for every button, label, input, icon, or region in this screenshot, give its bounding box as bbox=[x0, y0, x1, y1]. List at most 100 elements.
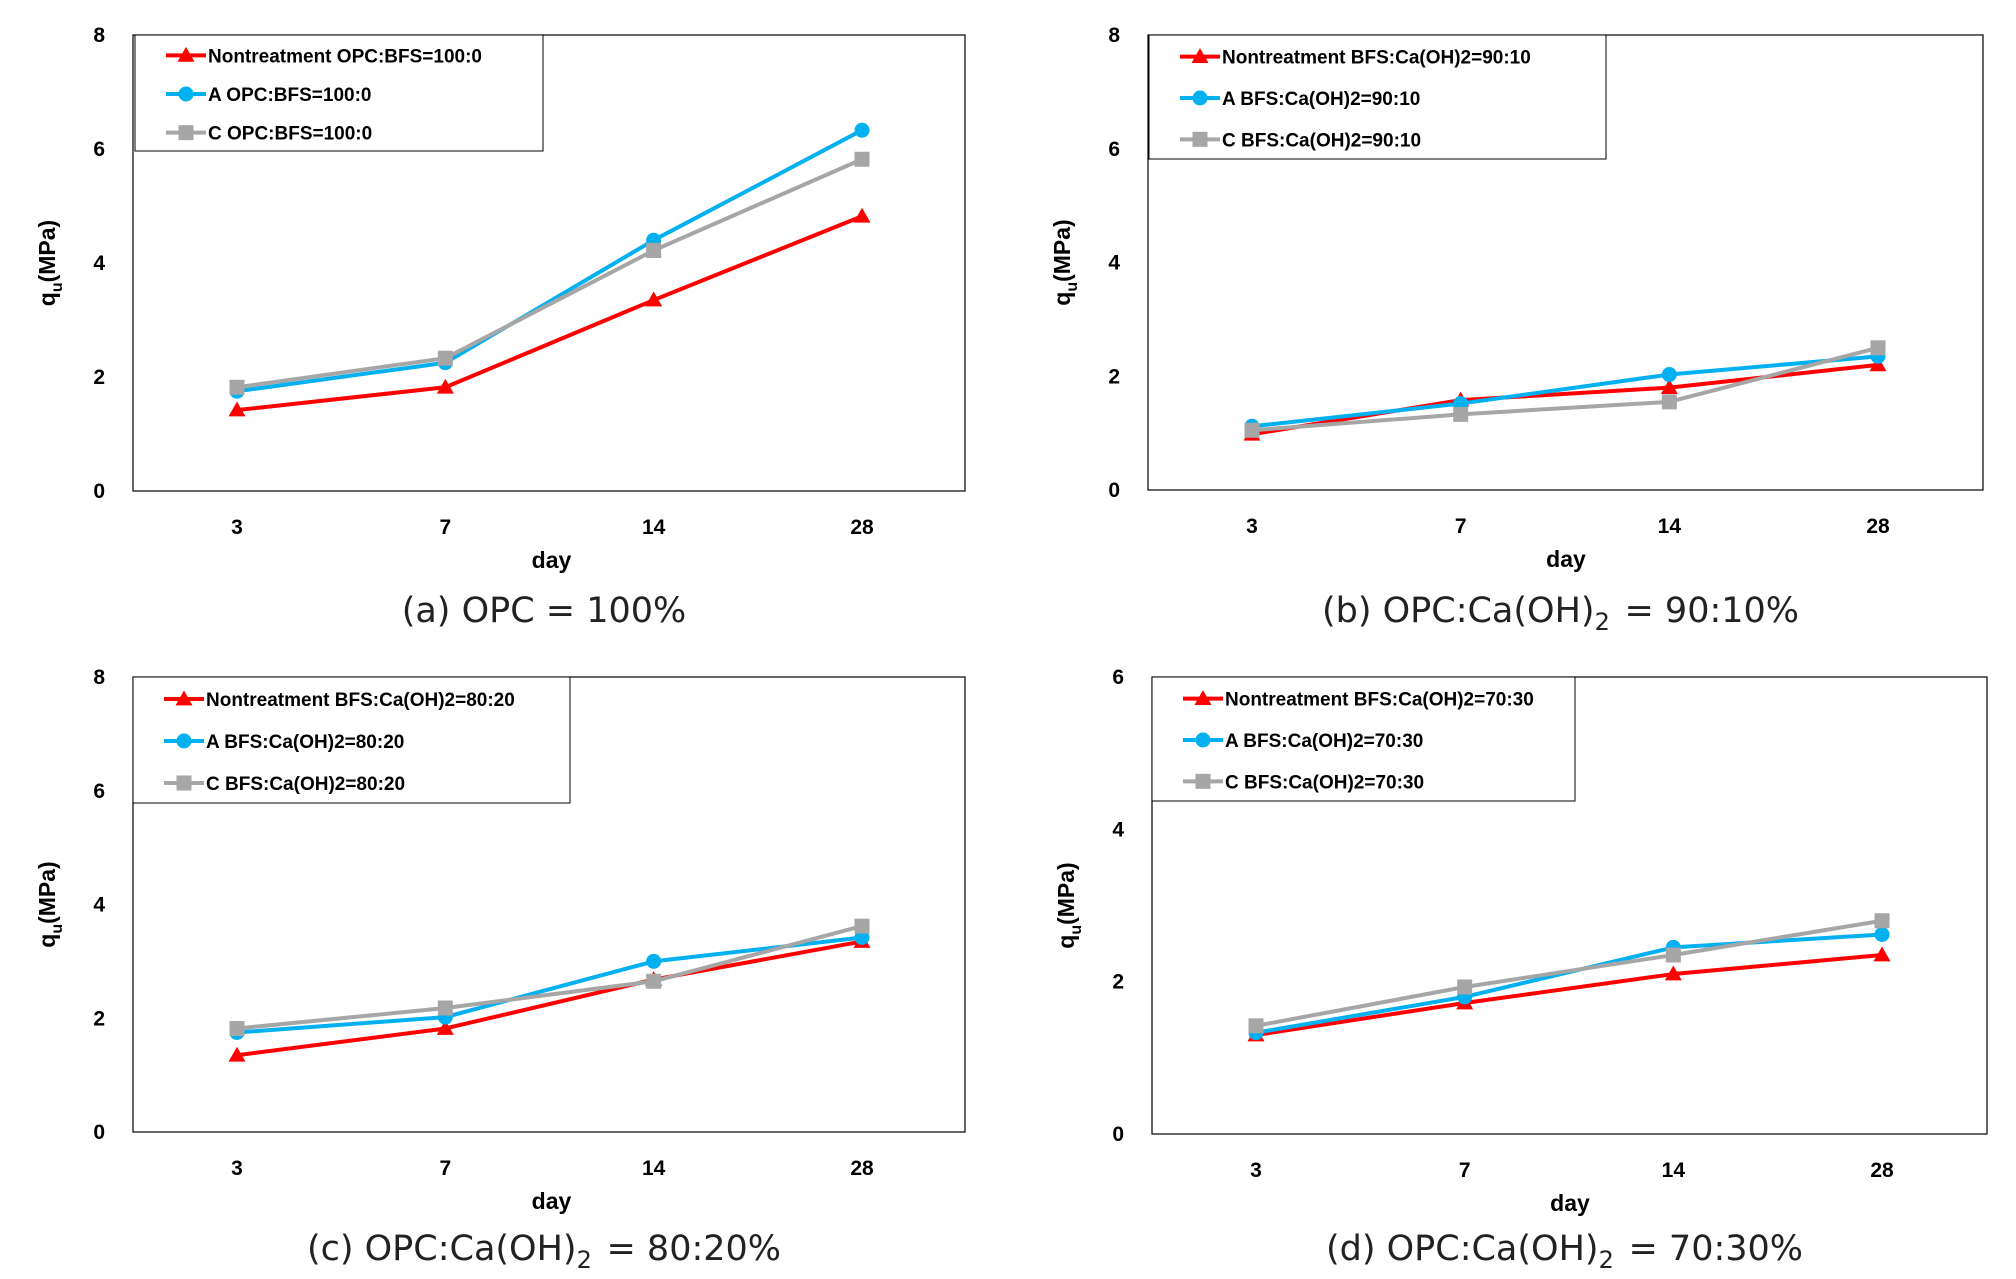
x-tick-label: 7 bbox=[1459, 1159, 1471, 1182]
series-c bbox=[229, 918, 870, 1036]
chart-panel-b: 0 2 4 6 8 3 7 14 28 day qu(MPa) Nontreatment BFS:Ca… bbox=[1049, 24, 1984, 636]
x-tick-label: 3 bbox=[231, 1157, 243, 1180]
data-point-circle bbox=[1874, 926, 1890, 942]
y-tick-label: 0 bbox=[1108, 479, 1120, 502]
legend-marker-circle bbox=[1195, 732, 1211, 748]
data-point-square bbox=[1457, 979, 1473, 995]
legend-marker-triangle bbox=[177, 46, 195, 62]
y-tick-label: 4 bbox=[1112, 818, 1124, 841]
series-nontreatment bbox=[1247, 946, 1891, 1042]
legend: Nontreatment BFS:Ca(OH)2=70:30 A BFS:Ca(O… bbox=[1151, 676, 1576, 802]
legend-marker-square bbox=[1195, 773, 1211, 789]
data-point-square bbox=[1248, 1018, 1264, 1034]
data-point-triangle bbox=[1664, 965, 1682, 981]
y-axis-title: qu(MPa) bbox=[1053, 862, 1085, 948]
series-line bbox=[1255, 953, 1883, 1037]
y-tick-label: 6 bbox=[93, 138, 105, 161]
x-axis-title: day bbox=[532, 1188, 572, 1214]
y-tick-label: 4 bbox=[93, 894, 105, 917]
data-point-circle bbox=[854, 929, 870, 945]
series-line bbox=[236, 935, 863, 1035]
series-line bbox=[1251, 354, 1879, 429]
data-point-square bbox=[1453, 406, 1469, 422]
data-point-triangle bbox=[228, 1046, 246, 1062]
x-tick-label: 3 bbox=[231, 516, 243, 539]
chart-panel-a: 0 2 4 6 8 3 7 14 28 day qu(MPa) Nontreatment OPC:BF… bbox=[34, 24, 966, 631]
x-tick-label: 14 bbox=[642, 516, 666, 539]
data-point-square bbox=[1874, 913, 1890, 929]
data-point-square bbox=[229, 1020, 245, 1036]
legend-label: C OPC:BFS=100:0 bbox=[208, 124, 372, 145]
data-point-square bbox=[646, 242, 662, 258]
panel-caption: (a) OPC = 100% bbox=[402, 591, 687, 631]
data-point-circle bbox=[1661, 367, 1677, 383]
panel-caption: (c) OPC:Ca(OH)2 = 80:20% bbox=[307, 1229, 781, 1274]
legend-marker-square bbox=[1192, 131, 1208, 147]
legend-label: A BFS:Ca(OH)2=70:30 bbox=[1225, 731, 1423, 752]
data-point-square bbox=[437, 350, 453, 366]
legend: Nontreatment BFS:Ca(OH)2=80:20 A BFS:Ca(O… bbox=[132, 676, 571, 804]
legend-label: Nontreatment BFS:Ca(OH)2=90:10 bbox=[1222, 48, 1531, 69]
data-point-square bbox=[1661, 394, 1677, 410]
x-axis-title: day bbox=[1550, 1190, 1590, 1216]
legend-label: C BFS:Ca(OH)2=80:20 bbox=[206, 774, 405, 795]
x-tick-label: 28 bbox=[1870, 1159, 1894, 1182]
legend-label: A BFS:Ca(OH)2=80:20 bbox=[206, 732, 404, 753]
data-point-square bbox=[854, 918, 870, 934]
x-tick-label: 28 bbox=[1866, 515, 1890, 538]
x-tick-label: 7 bbox=[439, 516, 451, 539]
legend-marker-circle bbox=[178, 86, 194, 102]
data-point-triangle bbox=[1660, 379, 1678, 394]
y-axis-title: qu(MPa) bbox=[1049, 219, 1081, 305]
series-nontreatment bbox=[228, 207, 871, 417]
data-point-triangle bbox=[228, 401, 246, 417]
x-tick-label: 28 bbox=[850, 516, 874, 539]
x-axis-title: day bbox=[1546, 546, 1586, 572]
series-a bbox=[229, 929, 870, 1040]
series-line bbox=[236, 128, 863, 394]
series-a bbox=[229, 122, 870, 399]
y-axis-title: qu(MPa) bbox=[34, 220, 66, 306]
data-point-square bbox=[437, 1000, 453, 1016]
series-nontreatment bbox=[228, 932, 871, 1062]
y-tick-label: 2 bbox=[93, 1007, 105, 1030]
legend-label: C BFS:Ca(OH)2=70:30 bbox=[1225, 772, 1424, 793]
series-c bbox=[1244, 340, 1886, 438]
legend-label: C BFS:Ca(OH)2=90:10 bbox=[1222, 130, 1421, 151]
y-tick-label: 6 bbox=[1108, 138, 1120, 161]
legend-marker-triangle bbox=[175, 690, 193, 706]
y-tick-label: 6 bbox=[93, 780, 105, 803]
x-tick-label: 3 bbox=[1250, 1159, 1262, 1182]
data-point-square bbox=[854, 151, 870, 167]
panel-caption: (d) OPC:Ca(OH)2 = 70:30% bbox=[1326, 1229, 1803, 1274]
y-tick-label: 2 bbox=[93, 366, 105, 389]
y-tick-label: 0 bbox=[93, 1121, 105, 1144]
data-point-square bbox=[1665, 947, 1681, 963]
series-c bbox=[1248, 913, 1890, 1034]
data-point-triangle bbox=[436, 1019, 454, 1035]
y-tick-label: 8 bbox=[93, 666, 105, 689]
x-tick-label: 14 bbox=[1662, 1159, 1686, 1182]
legend-marker-circle bbox=[176, 733, 192, 749]
y-tick-label: 0 bbox=[93, 480, 105, 503]
data-point-square bbox=[646, 973, 662, 989]
legend-box bbox=[1148, 34, 1607, 160]
plot-frame bbox=[132, 34, 966, 492]
series-c bbox=[229, 151, 870, 395]
series-line bbox=[236, 157, 863, 390]
panel-caption: (b) OPC:Ca(OH)2 = 90:10% bbox=[1322, 591, 1799, 636]
data-point-circle bbox=[646, 953, 662, 969]
x-tick-label: 7 bbox=[439, 1157, 451, 1180]
y-tick-label: 4 bbox=[93, 252, 105, 275]
data-point-triangle bbox=[436, 378, 454, 394]
x-axis-title: day bbox=[532, 547, 572, 573]
legend-label: A OPC:BFS=100:0 bbox=[208, 85, 372, 106]
series-line bbox=[1251, 345, 1879, 433]
data-point-square bbox=[1870, 340, 1886, 356]
y-axis-title: qu(MPa) bbox=[34, 861, 66, 947]
chart-panel-c: 0 2 4 6 8 3 7 14 28 day qu(MPa) Nontreatment BFS:Ca… bbox=[34, 666, 966, 1274]
data-point-square bbox=[229, 379, 245, 395]
legend-marker-square bbox=[178, 125, 194, 141]
x-tick-label: 28 bbox=[850, 1157, 874, 1180]
